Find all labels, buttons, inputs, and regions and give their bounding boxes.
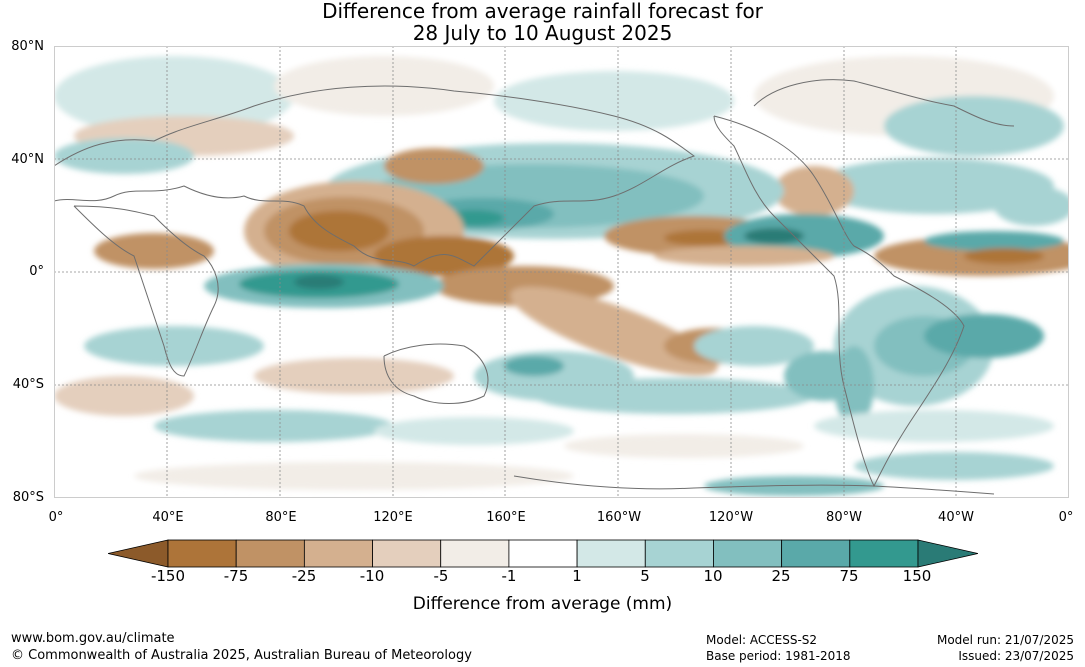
colorbar-segment xyxy=(235,539,305,568)
lat-label-80n: 80°N xyxy=(11,39,44,54)
footer-url[interactable]: www.bom.gov.au/climate xyxy=(11,631,175,646)
lat-label-40n: 40°N xyxy=(11,152,44,167)
colorbar-tick-label: 10 xyxy=(703,567,723,585)
lon-label-80e: 80°E xyxy=(265,510,297,525)
lat-label-0: 0° xyxy=(29,264,44,279)
lon-label-40e: 40°E xyxy=(152,510,184,525)
colorbar-tick-label: 25 xyxy=(771,567,791,585)
colorbar-segment xyxy=(167,539,237,568)
rainfall-anomaly-map xyxy=(54,46,1069,498)
colorbar-segment xyxy=(303,539,373,568)
colorbar-segment xyxy=(781,539,851,568)
footer-issued: Issued: 23/07/2025 xyxy=(958,649,1074,663)
lat-label-40s: 40°S xyxy=(12,377,44,392)
colorbar-extend-high xyxy=(917,539,979,568)
lon-label-80w: 80°W xyxy=(826,510,862,525)
colorbar-tick-label: -75 xyxy=(223,567,249,585)
footer-copyright: © Commonwealth of Australia 2025, Austra… xyxy=(11,648,472,663)
colorbar-tick-label: 5 xyxy=(640,567,650,585)
footer-model: Model: ACCESS-S2 xyxy=(706,633,818,647)
colorbar-svg xyxy=(107,539,979,568)
colorbar xyxy=(107,539,979,569)
colorbar-segment xyxy=(508,539,578,568)
colorbar-segment xyxy=(440,539,510,568)
lon-label-160e: 160°E xyxy=(486,510,526,525)
colorbar-segment xyxy=(372,539,442,568)
lon-label-120e: 120°E xyxy=(373,510,413,525)
lat-label-80s: 80°S xyxy=(12,490,44,505)
colorbar-tick-label: 1 xyxy=(572,567,582,585)
colorbar-tick-label: -1 xyxy=(501,567,517,585)
colorbar-extend-low xyxy=(107,539,169,568)
lon-label-120w: 120°W xyxy=(708,510,754,525)
colorbar-tick-label: -25 xyxy=(291,567,317,585)
anomaly-field xyxy=(54,56,1069,496)
colorbar-segment xyxy=(576,539,646,568)
lon-label-40w: 40°W xyxy=(938,510,974,525)
colorbar-tick-label: 75 xyxy=(839,567,859,585)
colorbar-tick-label: -5 xyxy=(433,567,449,585)
lon-label-0: 0° xyxy=(48,510,64,525)
colorbar-tick-label: 150 xyxy=(902,567,932,585)
coastlines xyxy=(54,79,1015,495)
map-title-line-2: 28 July to 10 August 2025 xyxy=(412,21,673,45)
map-frame xyxy=(54,46,1069,498)
map-title-line-1: Difference from average rainfall forecas… xyxy=(322,0,763,23)
lon-label-160w: 160°W xyxy=(596,510,642,525)
lon-label-0-end: 0° xyxy=(1058,510,1074,525)
footer-model-run: Model run: 21/07/2025 xyxy=(936,633,1074,647)
colorbar-segment xyxy=(713,539,783,568)
footer-base-period: Base period: 1981-2018 xyxy=(706,649,851,663)
map-svg xyxy=(54,46,1069,498)
graticule xyxy=(54,46,1069,498)
colorbar-tick-label: -150 xyxy=(150,567,186,585)
colorbar-segment xyxy=(644,539,714,568)
colorbar-label: Difference from average (mm) xyxy=(412,594,673,614)
colorbar-segment xyxy=(849,539,919,568)
colorbar-tick-label: -10 xyxy=(359,567,385,585)
